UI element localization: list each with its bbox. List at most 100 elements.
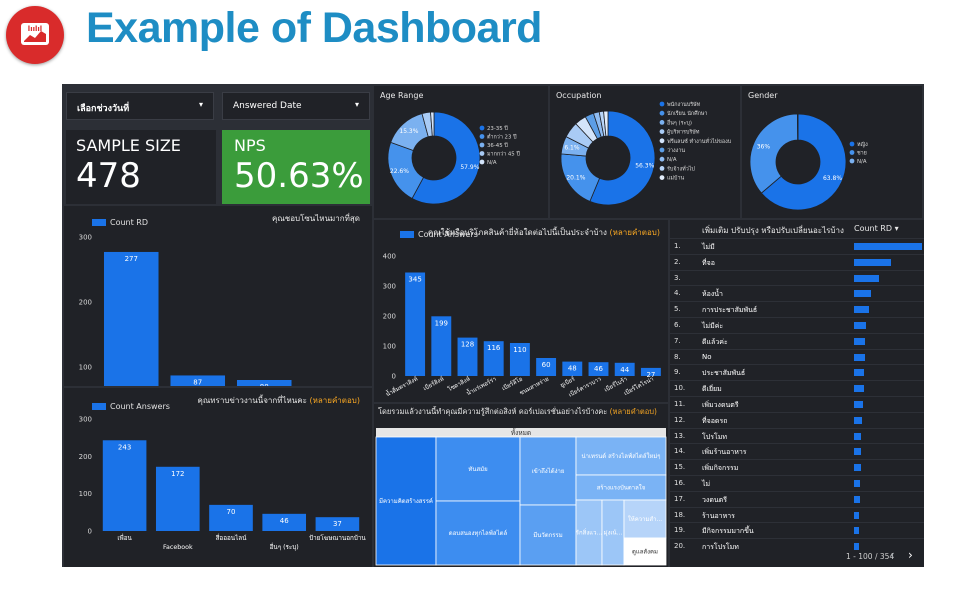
legend-dot <box>659 138 665 144</box>
bar <box>457 337 478 376</box>
feeling-title-note: (หลายคำตอบ) <box>609 407 657 416</box>
bar-value-label: 199 <box>435 319 448 327</box>
table-row[interactable]: 13. โปรโมท <box>670 427 924 444</box>
y-tick-label: 200 <box>79 453 92 461</box>
treemap-cell <box>435 500 521 566</box>
treemap-cell-label: เข้าถึงได้ง่าย <box>532 467 565 475</box>
row-count-bar <box>854 322 867 329</box>
legend-label: Count RD <box>110 218 149 227</box>
row-number: 7. <box>674 336 681 345</box>
treemap-cell-label: ทันสมัย <box>468 466 487 473</box>
date-field-dropdown[interactable]: Answered Date ▾ <box>222 92 370 120</box>
table-row[interactable]: 11. เพิ่มวงดนตรี <box>670 396 924 412</box>
legend-item: ชาย <box>857 150 867 157</box>
bar-value-label: 116 <box>487 344 501 352</box>
bar <box>103 251 159 386</box>
donut-slice-label: 22.6% <box>390 168 409 175</box>
table-row[interactable]: 19. มีกิจกรรมมากขึ้น <box>670 522 924 538</box>
legend-item: หญิง <box>857 141 868 148</box>
legend-dot <box>659 129 665 134</box>
row-label: ไม่มีค่ะ <box>702 322 724 330</box>
donut-slice-label: 56.3% <box>635 162 654 169</box>
prev-page-icon[interactable]: ‹ <box>890 548 895 562</box>
row-count-bar <box>854 258 892 266</box>
table-row[interactable]: 9. ประชาสัมพันธ์ <box>670 364 924 380</box>
table-row[interactable]: 20. การโปรโมท <box>670 538 924 554</box>
bar-value-label: 87 <box>193 378 202 386</box>
table-row[interactable]: 3. <box>670 269 924 286</box>
next-page-icon[interactable]: › <box>908 548 913 562</box>
count-column-header[interactable]: Count RD ▾ <box>854 224 899 233</box>
row-count-bar <box>854 480 861 487</box>
y-tick-label: 200 <box>79 299 92 307</box>
bar-value-label: 37 <box>333 520 342 528</box>
row-label: ห้องน้ำ <box>702 290 723 299</box>
table-row[interactable]: 6. ไม่มีค่ะ <box>670 317 924 333</box>
brand-usage-chart: คุณใช้หรือบริโภคสินค้ายี่ห้อใดต่อไปนี้เป… <box>374 220 668 402</box>
legend-label: Count Answers <box>418 230 478 239</box>
treemap-cell-label: มุ่งเน้... <box>604 530 623 537</box>
legend-swatch <box>92 219 106 226</box>
row-number: 15. <box>674 463 686 472</box>
news-source-title-text: คุณทราบข่าวงานนี้จากที่ไหนคะ <box>197 396 307 405</box>
brand-usage-title: คุณใช้หรือบริโภคสินค้ายี่ห้อใดต่อไปนี้เป… <box>428 226 660 239</box>
favorite-zone-bars: 0100200300277เวที Shine stage87Secret Zo… <box>79 234 292 386</box>
age-range-donut: 57.9% 22.6% 15.3% 23-35 ปีต่ำกว่า 23 ปี36-4… <box>387 111 520 205</box>
table-row[interactable]: 12. ที่จอดรถ <box>670 411 924 428</box>
bar-value-label: 60 <box>542 361 551 369</box>
legend-dot <box>479 142 485 148</box>
table-row[interactable]: 18. ร้านอาหาร <box>670 506 924 523</box>
bar <box>155 466 200 531</box>
x-tick-label: ชนมสาหร่าย <box>518 376 550 397</box>
table-row[interactable]: 8. No <box>670 348 924 365</box>
treemap-cell-label: น่าเทรนด์ สร้างไลฟ์สไตล์ใหม่ๆ <box>581 452 660 460</box>
treemap-cell <box>623 537 667 566</box>
x-tick-label: เพื่อน <box>117 533 132 542</box>
table-row[interactable]: 2. ที่จอ <box>670 253 924 270</box>
y-tick-label: 100 <box>79 364 92 372</box>
y-tick-label: 300 <box>79 234 92 242</box>
donut-slice <box>430 111 435 137</box>
feeling-title-text: โดยรวมแล้วงานนี้ทำคุณมีความรู้สึกต่อสิงห… <box>378 407 608 416</box>
legend-dot <box>849 150 855 155</box>
bar-value-label: 44 <box>620 366 629 374</box>
row-number: 14. <box>674 447 686 456</box>
date-range-dropdown[interactable]: เลือกช่วงวันที่ ▾ <box>66 92 214 120</box>
table-row[interactable]: 4. ห้องน้ำ <box>670 285 924 301</box>
treemap-cell-label: ดอบสนองทุกไลฟ์สไตล์ <box>449 529 508 537</box>
bar-value-label: 70 <box>227 508 236 516</box>
row-number: 5. <box>674 305 681 314</box>
bar <box>562 361 583 376</box>
row-count-bar <box>854 401 863 408</box>
table-row[interactable]: 7. ดีแล้วค่ะ <box>670 332 924 349</box>
row-number: 2. <box>674 257 681 266</box>
row-number: 10. <box>674 384 686 393</box>
table-row[interactable]: 10. ดีเยี่ยม <box>670 380 924 396</box>
table-row[interactable]: 14. เพิ่มร้านอาหาร <box>670 443 924 459</box>
table-row[interactable]: 16. ไม่ <box>670 475 924 491</box>
feeling-treemap-panel: โดยรวมแล้วงานนี้ทำคุณมีความรู้สึกต่อสิงห… <box>374 404 668 567</box>
row-number: 17. <box>674 494 686 503</box>
row-number: 9. <box>674 368 681 377</box>
row-label: ไม่มี <box>702 243 715 251</box>
row-count-bar <box>854 385 864 393</box>
date-range-label: เลือกช่วงวันที่ <box>77 104 130 114</box>
legend-item: ว่างงาน <box>667 148 685 154</box>
row-label: ที่จอ <box>702 258 715 267</box>
row-count-bar <box>854 527 859 535</box>
x-tick-label: เบียร์ลีโอ <box>500 375 523 393</box>
table-row[interactable]: 5. การประชาสัมพันธ์ <box>670 301 924 317</box>
row-number: 6. <box>674 321 681 329</box>
row-count-bar <box>854 448 861 456</box>
table-row[interactable]: 15. เพิ่มกิจกรรม <box>670 459 924 475</box>
bar <box>431 316 452 376</box>
occupation-donut: 56.3% 20.1% 6.1% พนักงานบริษัทนักเรียน นักศ… <box>560 101 732 206</box>
legend-dot <box>479 151 485 156</box>
table-row[interactable]: 17. วงดนตรี <box>670 490 924 507</box>
bar-value-label: 27 <box>646 371 655 379</box>
legend-item: พนักงานบริษัท <box>667 101 701 108</box>
row-count-bar <box>854 306 869 314</box>
bar <box>588 362 609 376</box>
brand-usage-title-note: (หลายคำตอบ) <box>609 228 660 237</box>
table-row[interactable]: 1. ไม่มี <box>670 238 924 254</box>
